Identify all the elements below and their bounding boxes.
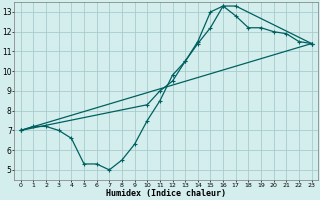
X-axis label: Humidex (Indice chaleur): Humidex (Indice chaleur) <box>106 189 226 198</box>
